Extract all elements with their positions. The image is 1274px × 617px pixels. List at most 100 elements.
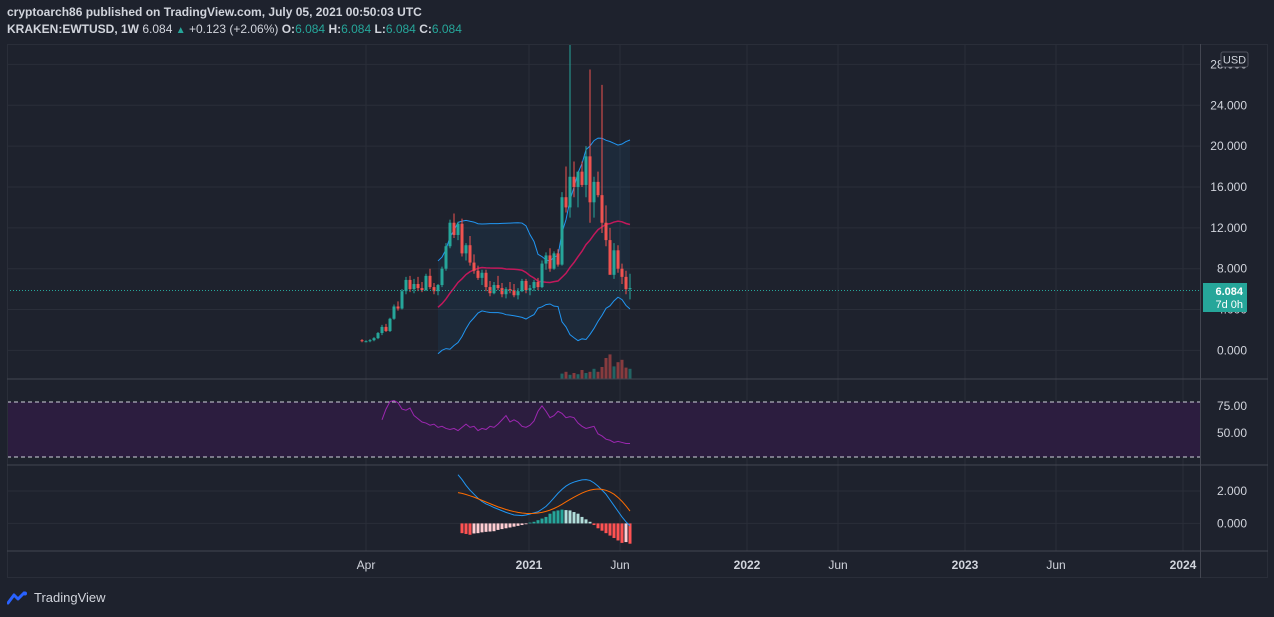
price-axis-label: 8.000 bbox=[1217, 262, 1247, 276]
macd-histogram-bar bbox=[476, 523, 480, 534]
volume-bar bbox=[576, 374, 580, 379]
time-axis-label: Apr bbox=[357, 558, 376, 572]
candle-body bbox=[500, 288, 504, 295]
price-axis-label: 20.000 bbox=[1210, 139, 1247, 153]
candle-body bbox=[504, 289, 508, 295]
last-price: 6.084 bbox=[142, 22, 173, 36]
symbol-info-bar: KRAKEN:EWTUSD, 1W 6.084 ▲ +0.123 (+2.06%… bbox=[7, 22, 462, 36]
ohlc-close-value: 6.084 bbox=[431, 22, 462, 36]
candle-body bbox=[568, 176, 572, 208]
candle-body bbox=[588, 156, 592, 203]
candle-body bbox=[364, 341, 368, 343]
brand-name: TradingView bbox=[34, 590, 106, 605]
macd-histogram-bar bbox=[560, 509, 564, 524]
candle-body bbox=[540, 263, 544, 288]
macd-histogram-bar bbox=[572, 512, 576, 524]
volume-bar bbox=[608, 354, 612, 379]
macd-histogram-bar bbox=[472, 523, 476, 534]
candle-body bbox=[620, 268, 624, 277]
candle-body bbox=[448, 222, 452, 247]
candle-body bbox=[536, 281, 540, 288]
macd-histogram-bar bbox=[528, 522, 532, 524]
candle-body bbox=[532, 281, 536, 289]
currency-badge[interactable] bbox=[1220, 51, 1249, 68]
footer-brand[interactable]: TradingView bbox=[7, 590, 106, 605]
volume-bar bbox=[620, 359, 624, 379]
macd-histogram-bar bbox=[544, 516, 548, 524]
volume-bar bbox=[596, 371, 600, 379]
candle-body bbox=[460, 223, 464, 254]
macd-histogram-bar bbox=[504, 523, 508, 529]
candle-body bbox=[472, 262, 476, 271]
time-axis-label: 2023 bbox=[952, 558, 979, 572]
price-axis-label: 12.000 bbox=[1210, 221, 1247, 235]
volume-bars bbox=[360, 354, 632, 380]
candle-body bbox=[404, 279, 408, 292]
bollinger-bands bbox=[437, 137, 631, 355]
candlesticks bbox=[360, 44, 632, 343]
macd-histogram-bar bbox=[592, 523, 596, 526]
volume-bar bbox=[612, 366, 616, 379]
volume-bar bbox=[604, 358, 608, 379]
macd-histogram-bar bbox=[580, 516, 584, 524]
candle-body bbox=[608, 240, 612, 275]
candle-body bbox=[484, 272, 488, 288]
candle-body bbox=[420, 288, 424, 291]
candle-body bbox=[612, 250, 616, 275]
macd-histogram-bar bbox=[552, 511, 556, 524]
ohlc-low-label: L: bbox=[374, 22, 386, 36]
candle-body bbox=[372, 338, 376, 341]
macd-histogram-bar bbox=[524, 523, 528, 525]
volume-bar bbox=[568, 374, 572, 379]
volume-bar bbox=[616, 362, 620, 379]
price-axis-label: 0.000 bbox=[1217, 343, 1247, 357]
macd-axis-label: 0.000 bbox=[1217, 516, 1247, 530]
candle-body bbox=[436, 285, 440, 292]
macd-histogram-bar bbox=[624, 523, 628, 543]
macd-histogram-bar bbox=[600, 523, 604, 531]
candle-body bbox=[480, 272, 484, 278]
candle-body bbox=[560, 197, 564, 265]
time-axis-label: Jun bbox=[828, 558, 847, 572]
candle-body bbox=[596, 181, 600, 196]
macd-histogram-bar bbox=[500, 523, 504, 530]
up-triangle-icon: ▲ bbox=[175, 25, 186, 36]
rsi-band-fill bbox=[7, 402, 1200, 457]
volume-bar bbox=[580, 370, 584, 379]
candle-body bbox=[400, 291, 404, 309]
candle-body bbox=[584, 156, 588, 185]
volume-bar bbox=[600, 367, 604, 379]
macd-histogram-bar bbox=[488, 523, 492, 532]
macd-histogram-bar bbox=[468, 523, 472, 535]
price-axis-label: 16.000 bbox=[1210, 180, 1247, 194]
candle-body bbox=[388, 318, 392, 331]
volume-bar bbox=[584, 373, 588, 379]
macd-histogram-bar bbox=[512, 523, 516, 527]
macd-histogram-bar bbox=[628, 523, 632, 544]
macd-histogram-bar bbox=[616, 523, 620, 541]
candle-body bbox=[380, 326, 384, 334]
candle-body bbox=[508, 289, 512, 291]
candle-body bbox=[464, 245, 468, 254]
time-axis-label: 2024 bbox=[1170, 558, 1197, 572]
rsi-indicator bbox=[381, 399, 630, 444]
candle-body bbox=[456, 223, 460, 235]
macd-histogram-bar bbox=[516, 523, 520, 526]
candle-body bbox=[428, 275, 432, 288]
chart-frame bbox=[7, 44, 1268, 578]
candle-body bbox=[576, 171, 580, 187]
volume-bar bbox=[592, 368, 596, 379]
volume-bar bbox=[572, 373, 576, 379]
candle-body bbox=[600, 195, 604, 223]
tradingview-logo-icon bbox=[7, 591, 27, 604]
volume-bar bbox=[624, 367, 628, 379]
macd-histogram-bar bbox=[612, 523, 616, 539]
ohlc-low-value: 6.084 bbox=[385, 22, 416, 36]
macd-histogram-bar bbox=[608, 523, 612, 536]
candle-body bbox=[492, 285, 496, 294]
candle-body bbox=[396, 306, 400, 309]
ohlc-open-value: 6.084 bbox=[295, 22, 326, 36]
ohlc-high-value: 6.084 bbox=[341, 22, 372, 36]
last-price-tag-value: 6.084 bbox=[1215, 286, 1243, 298]
